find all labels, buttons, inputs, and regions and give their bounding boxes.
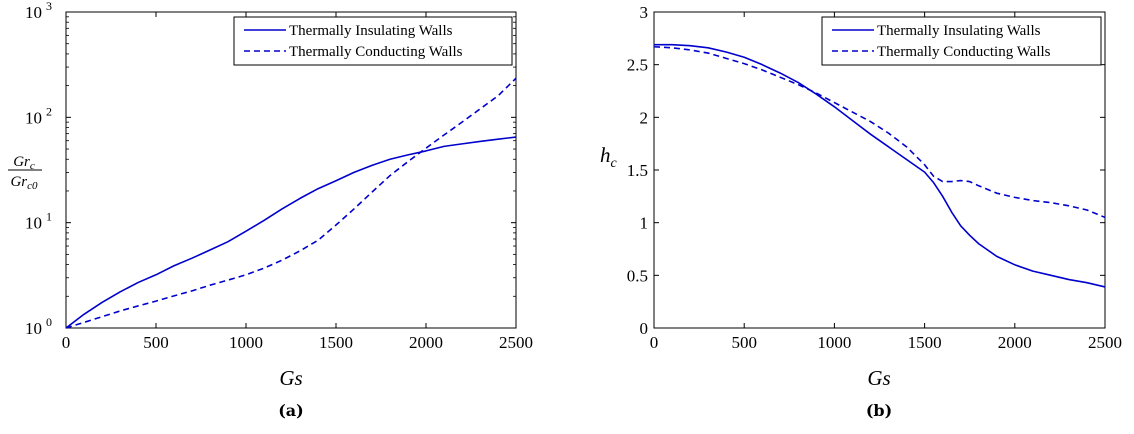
x-tick-label: 0 [62, 333, 71, 352]
legend-a: Thermally Insulating Walls Thermally Con… [233, 16, 513, 66]
ticks-b: 0 500 1000 1500 2000 2500 0 0.5 1 1.5 2 2.5 3 [627, 3, 1122, 352]
x-tick-label: 2500 [1088, 333, 1122, 352]
y-tick-label: 1.5 [627, 161, 648, 180]
y-label-numerator-sub: c [30, 160, 35, 172]
legend-box-b [821, 16, 1102, 66]
y-tick-base: 10 [25, 319, 42, 338]
panel-caption-a: (a) [278, 401, 304, 420]
series-line-insulating [654, 43, 1106, 288]
legend-box-a [233, 16, 513, 66]
legend-b: Thermally Insulating Walls Thermally Con… [821, 16, 1102, 66]
y-tick-label: 2.5 [627, 56, 648, 75]
y-tick-exponent: 3 [46, 0, 52, 13]
y-tick-exponent: 2 [46, 104, 52, 118]
y-tick-base: 10 [25, 108, 42, 127]
y-label-sub-b: c [611, 156, 618, 171]
y-tick-label: 0 [640, 319, 649, 338]
x-tick-label: 1000 [229, 333, 263, 352]
x-tick-label: 0 [650, 333, 659, 352]
x-tick-label: 500 [143, 333, 169, 352]
plot-area-frame-a [65, 11, 517, 329]
y-tick-label: 10 2 [25, 104, 52, 127]
y-tick-label: 2 [640, 108, 649, 127]
y-label-denominator: Gr [10, 174, 27, 190]
svg-text:Grc0: Grc0 [10, 174, 38, 192]
series-line-conducting [653, 45, 1106, 219]
y-tick-label: 3 [640, 3, 649, 22]
y-tick-exponent: 1 [46, 210, 52, 224]
series-b [653, 43, 1106, 288]
legend-label-insulating-b: Thermally Insulating Walls [877, 23, 1041, 39]
y-tick-label: 10 3 [25, 0, 52, 22]
y-label-numerator: Gr [13, 154, 30, 170]
y-tick-exponent: 0 [46, 315, 52, 329]
x-tick-label: 2000 [409, 333, 443, 352]
y-axis-label-a: Grc Grc0 [8, 154, 42, 192]
y-label-base-b: h [600, 143, 611, 167]
panel-caption-b: (b) [866, 401, 892, 420]
x-axis-label-b: Gs [867, 366, 890, 390]
chart-panel-a: 0 500 1000 1500 2000 2500 10 0 10 1 10 2 10 3 Gs Grc … [8, 0, 533, 420]
y-tick-base: 10 [25, 3, 42, 22]
x-axis-label-a: Gs [279, 366, 302, 390]
y-tick-label: 10 1 [25, 210, 52, 233]
x-tick-label: 2500 [499, 333, 533, 352]
y-tick-label: 0.5 [627, 266, 648, 285]
svg-text:Grc: Grc [13, 154, 35, 172]
y-label-denominator-sub: c0 [27, 180, 38, 192]
ticks-a: 0 500 1000 1500 2000 2500 10 0 10 1 10 2 10 3 [25, 0, 533, 352]
legend-label-insulating-a: Thermally Insulating Walls [289, 23, 453, 39]
x-tick-label: 1500 [908, 333, 942, 352]
x-tick-label: 1000 [817, 333, 851, 352]
series-line-insulating [65, 136, 517, 329]
y-tick-label: 1 [640, 214, 649, 233]
y-tick-label: 10 0 [25, 315, 52, 338]
x-tick-label: 500 [731, 333, 757, 352]
legend-label-conducting-a: Thermally Conducting Walls [289, 44, 463, 60]
y-axis-label-b: hc [600, 143, 618, 171]
x-tick-label: 2000 [998, 333, 1032, 352]
series-a [65, 77, 517, 329]
y-tick-base: 10 [25, 214, 42, 233]
x-tick-label: 1500 [319, 333, 353, 352]
legend-label-conducting-b: Thermally Conducting Walls [877, 44, 1051, 60]
